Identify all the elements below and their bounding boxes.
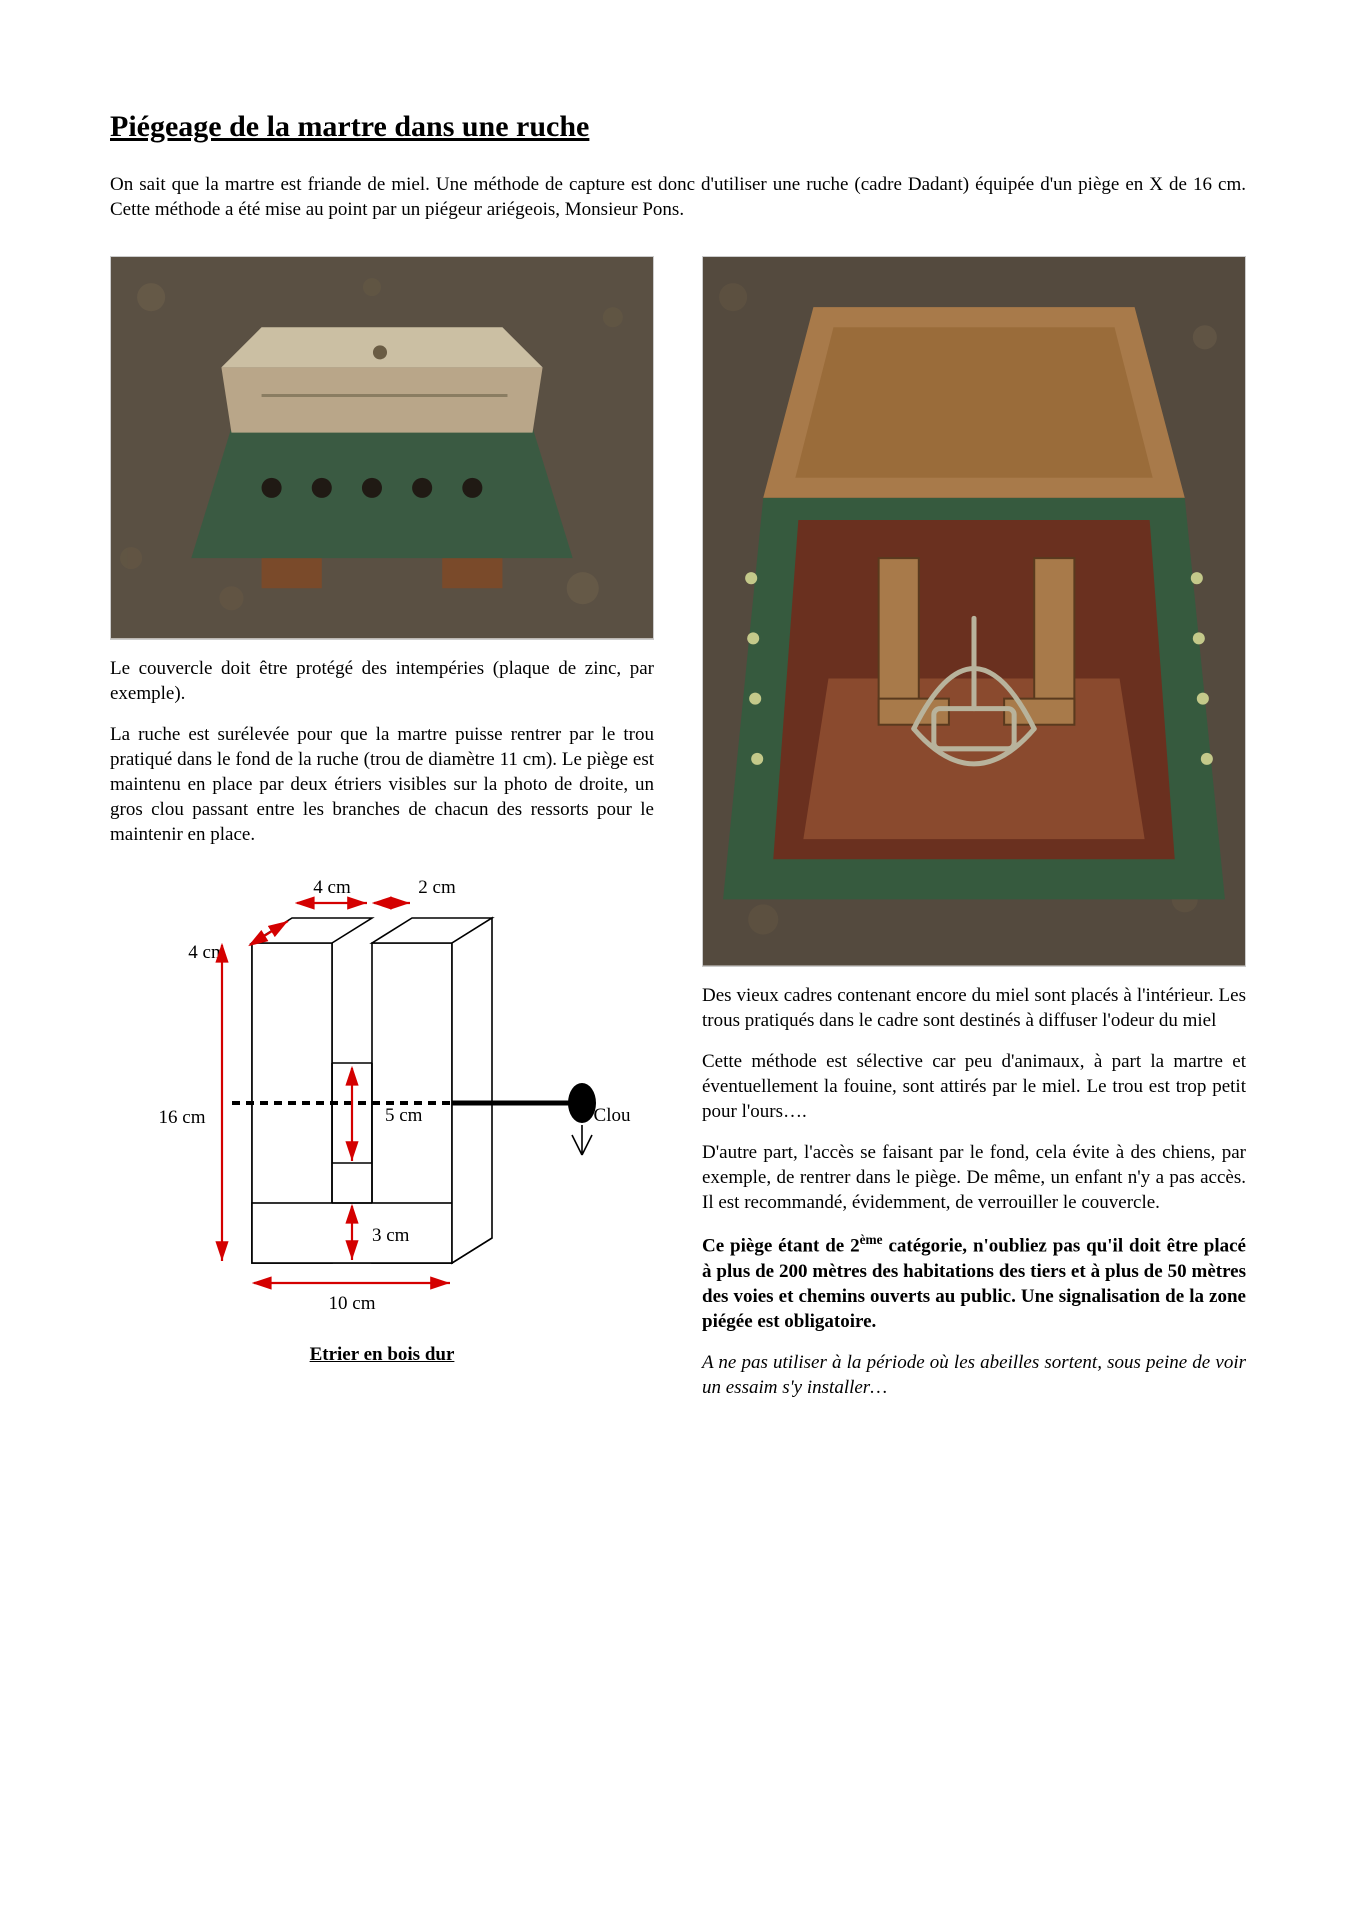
right-para-1: Des vieux cadres contenant encore du mie…	[702, 983, 1246, 1033]
page-title: Piégeage de la martre dans une ruche	[110, 110, 1246, 144]
label-3cm: 3 cm	[372, 1225, 410, 1246]
diagram-caption: Etrier en bois dur	[110, 1344, 654, 1366]
stirrup-diagram: Clou 4 cm 2 cm 4 cm 16 cm 5 cm 3 cm	[112, 863, 652, 1333]
left-para-2: La ruche est surélevée pour que la martr…	[110, 722, 654, 847]
label-16cm: 16 cm	[159, 1107, 206, 1128]
label-4cm-top: 4 cm	[313, 877, 351, 898]
label-clou: Clou	[594, 1105, 631, 1126]
label-5cm: 5 cm	[385, 1105, 423, 1126]
right-para-4: Ce piège étant de 2ème catégorie, n'oubl…	[702, 1231, 1246, 1334]
label-10cm: 10 cm	[329, 1293, 376, 1314]
right-para-2: Cette méthode est sélective car peu d'an…	[702, 1049, 1246, 1124]
intro-paragraph: On sait que la martre est friande de mie…	[110, 172, 1246, 222]
right-para-5: A ne pas utiliser à la période où les ab…	[702, 1350, 1246, 1400]
label-4cm-left: 4 cm	[188, 942, 226, 963]
closed-beehive-photo	[110, 256, 654, 639]
p4-part-a: Ce piège étant de 2	[702, 1236, 860, 1257]
right-para-3: D'autre part, l'accès se faisant par le …	[702, 1140, 1246, 1215]
p4-superscript: ème	[860, 1232, 883, 1247]
left-para-1: Le couvercle doit être protégé des intem…	[110, 656, 654, 706]
open-beehive-trap-photo	[702, 256, 1246, 967]
label-2cm-top: 2 cm	[418, 877, 456, 898]
